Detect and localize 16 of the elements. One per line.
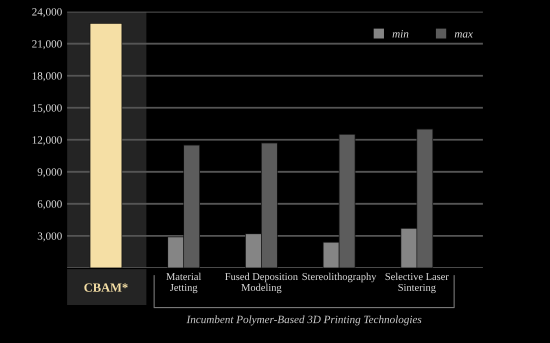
x-tick-label: Selective Laser Sintering bbox=[386, 272, 449, 294]
y-tick-label: 12,000 bbox=[32, 136, 62, 146]
x-axis-title: Incumbent Polymer-Based 3D Printing Technologies bbox=[186, 315, 422, 326]
y-tick-label: 24,000 bbox=[32, 8, 62, 18]
y-tick-label: 18,000 bbox=[32, 72, 62, 82]
y-tick-label: 15,000 bbox=[32, 104, 62, 114]
x-tick-label: CBAM* bbox=[84, 283, 128, 292]
y-tick-label: 3,000 bbox=[38, 232, 62, 242]
x-tick-label: Material Jetting bbox=[166, 272, 202, 294]
y-tick-label: 9,000 bbox=[38, 168, 62, 178]
y-tick-label: 6,000 bbox=[38, 200, 62, 210]
legend-label: max bbox=[454, 32, 473, 38]
x-tick-label: Stereolithography bbox=[302, 272, 376, 282]
y-tick-label: 21,000 bbox=[32, 40, 62, 50]
legend-label: min bbox=[392, 30, 408, 38]
x-tick-label: Fused Deposition Modeling bbox=[225, 272, 298, 294]
